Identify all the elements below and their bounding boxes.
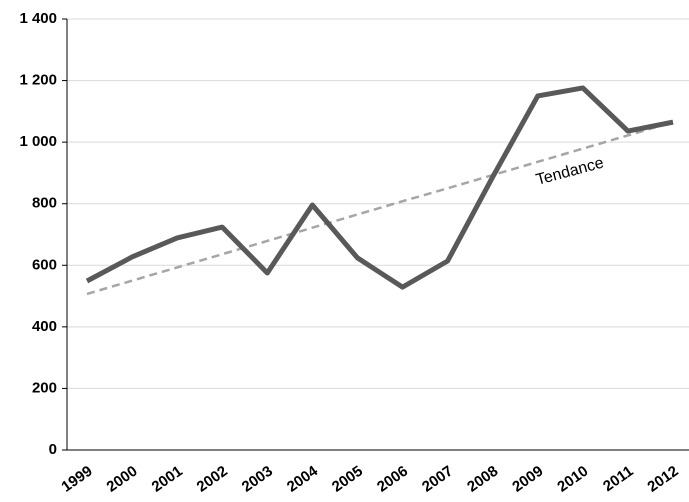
y-tick-label: 200 <box>32 379 57 396</box>
y-tick-label: 800 <box>32 195 57 212</box>
x-tick-label: 2000 <box>104 463 141 496</box>
x-tick-label: 2006 <box>374 463 411 496</box>
x-tick-label: 2004 <box>284 462 322 495</box>
x-tick-label: 2007 <box>419 463 456 496</box>
x-tick-label: 1999 <box>58 463 95 496</box>
x-tick-label: 2003 <box>239 463 276 496</box>
y-tick-label: 1 200 <box>19 72 57 89</box>
y-tick-label: 0 <box>49 441 57 458</box>
y-tick-label: 400 <box>32 318 57 335</box>
x-tick-label: 2002 <box>194 463 231 496</box>
x-tick-label: 2005 <box>329 463 366 496</box>
x-tick-label: 2011 <box>600 463 636 496</box>
x-tick-label: 2001 <box>149 463 186 496</box>
trend-line <box>86 120 674 296</box>
x-tick-label: 2009 <box>509 463 546 496</box>
trend-label: Tendance <box>534 155 606 189</box>
y-tick-label: 600 <box>32 256 57 273</box>
y-tick-label: 1 000 <box>19 133 57 150</box>
y-tick-label: 1 400 <box>19 10 57 27</box>
x-tick-label: 2012 <box>644 463 681 496</box>
x-tick-label: 2008 <box>464 463 501 496</box>
data-line <box>85 85 674 290</box>
x-tick-label: 2010 <box>554 463 591 496</box>
